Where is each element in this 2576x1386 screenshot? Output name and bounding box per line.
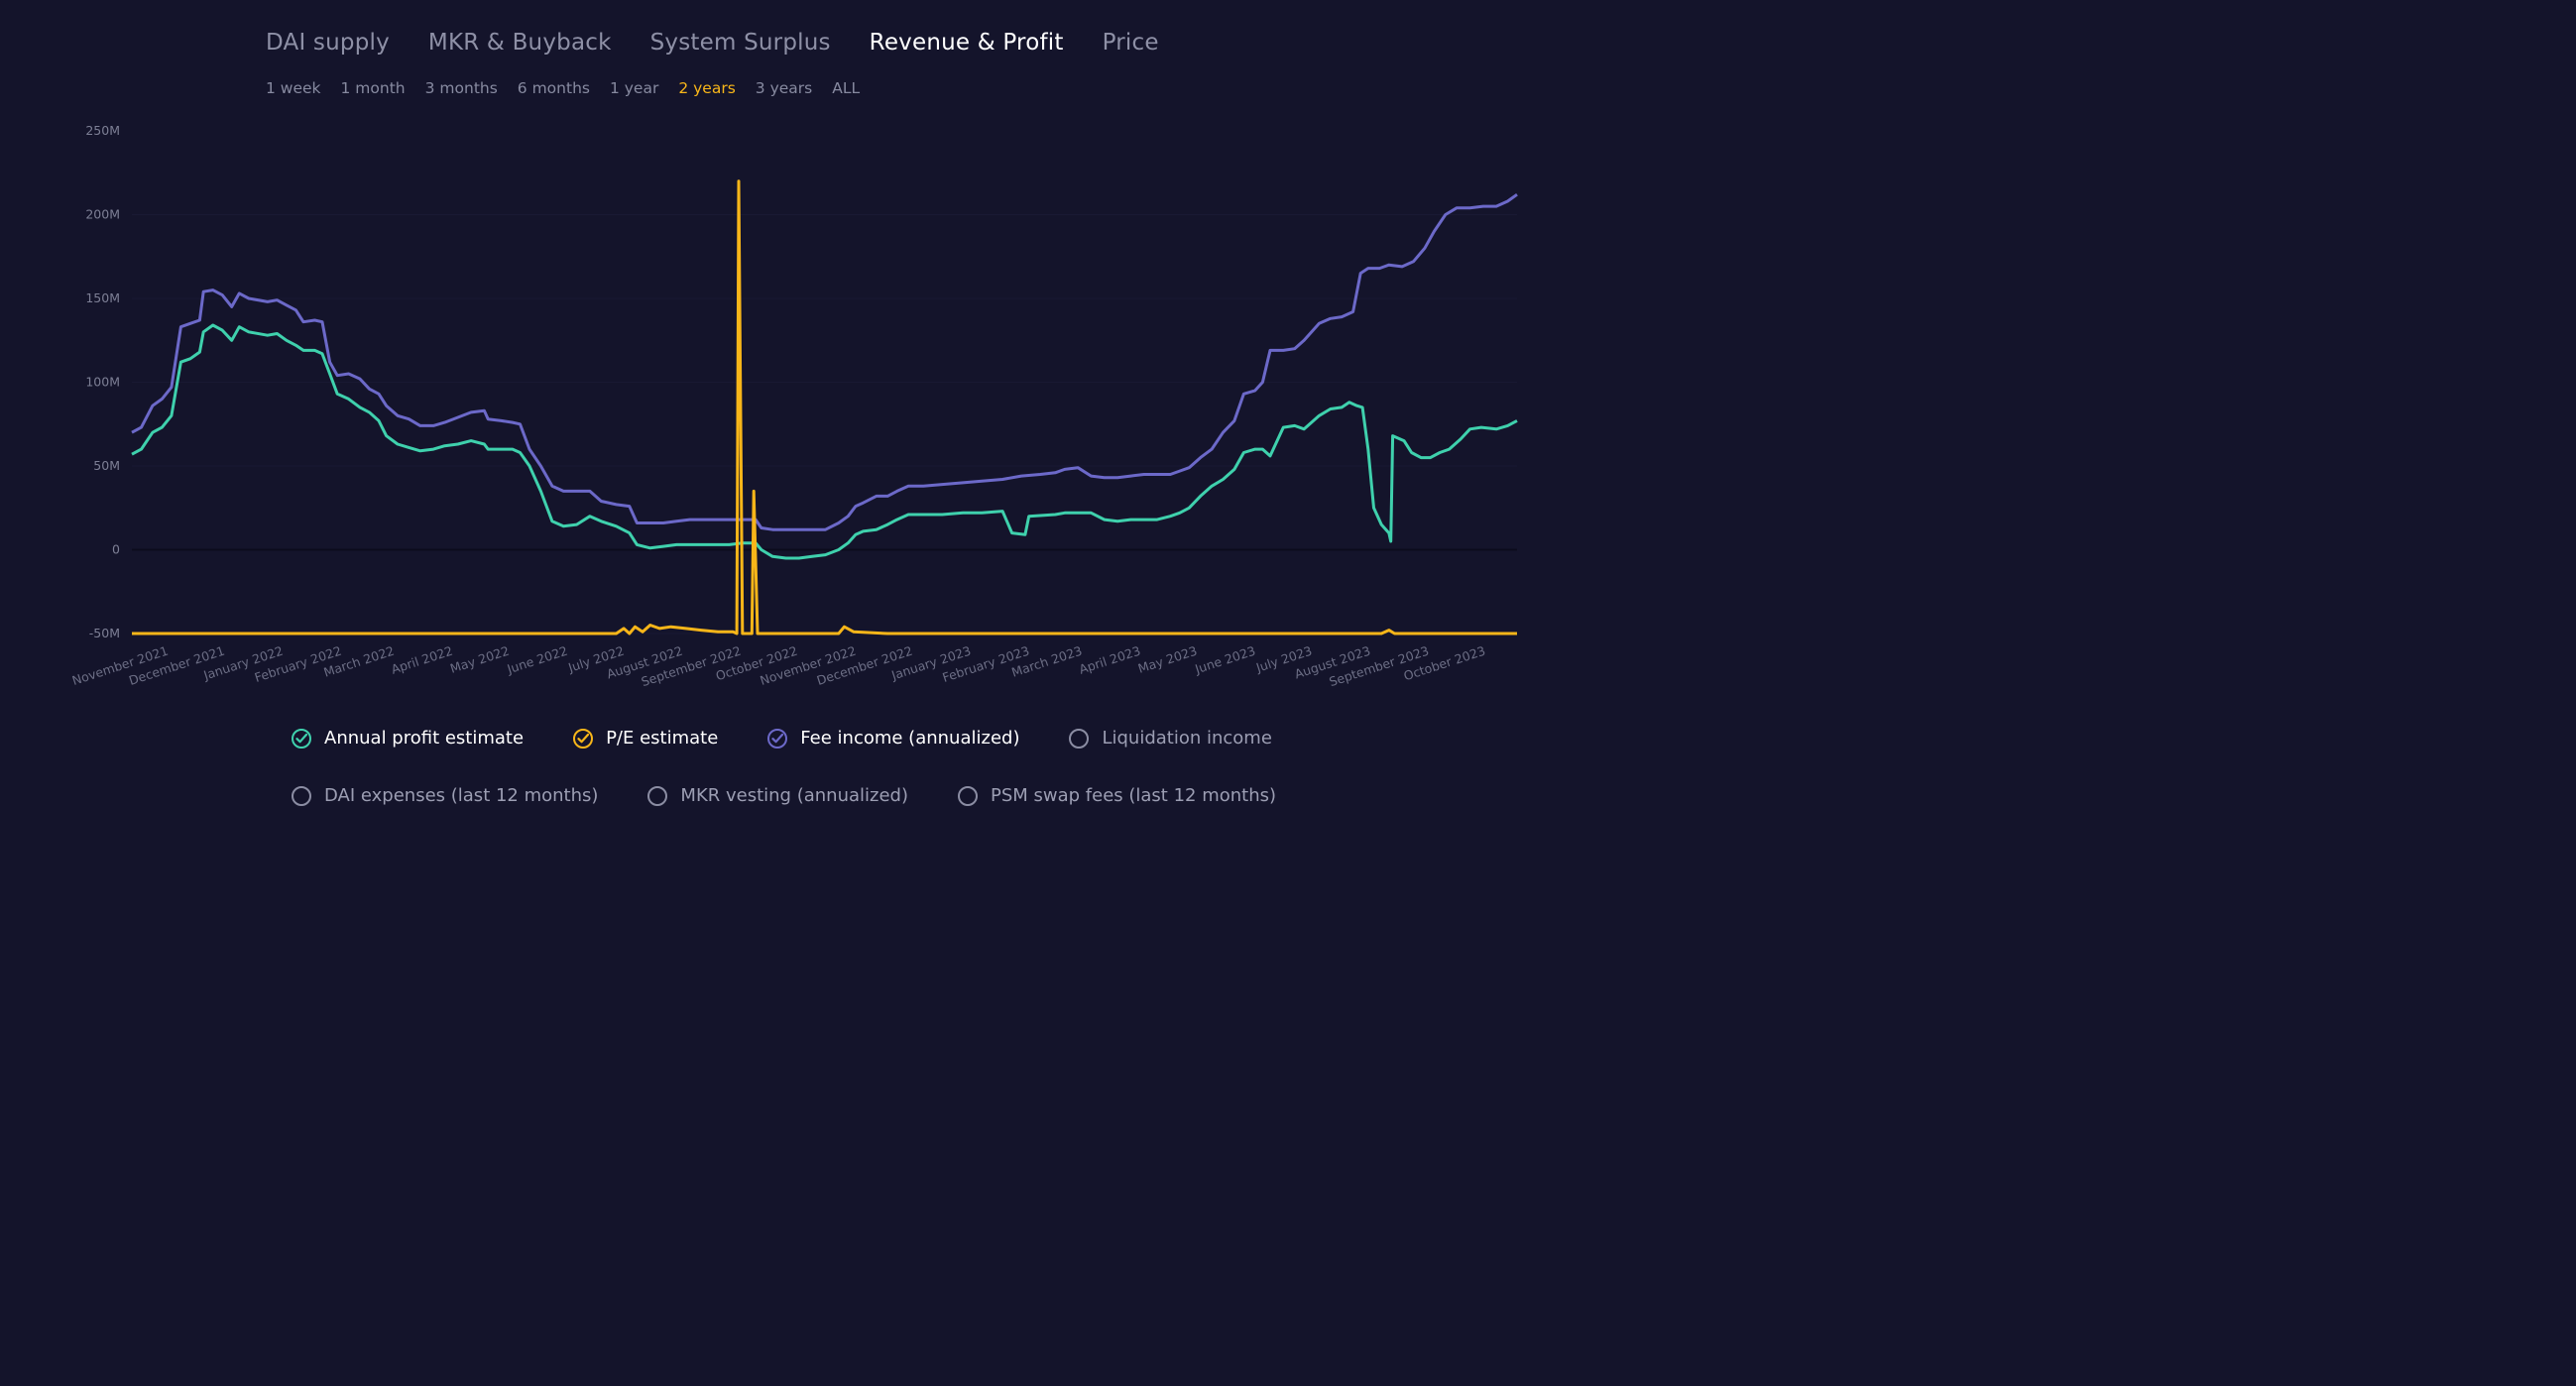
legend-p-e-estimate[interactable]: P/E estimate <box>573 728 718 749</box>
y-tick-label: 200M <box>85 207 120 222</box>
x-tick-label: May 2023 <box>1136 643 1199 676</box>
legend-psm-swap-fees-last-12-months[interactable]: PSM swap fees (last 12 months) <box>957 785 1277 806</box>
range-1-week[interactable]: 1 week <box>266 79 321 97</box>
x-tick-label: May 2022 <box>448 643 511 676</box>
tab-price[interactable]: Price <box>1102 30 1159 56</box>
y-tick-label: 150M <box>85 290 120 305</box>
empty-circle-icon <box>292 785 311 806</box>
range-3-months[interactable]: 3 months <box>424 79 498 97</box>
legend-dai-expenses-last-12-months[interactable]: DAI expenses (last 12 months) <box>292 785 598 806</box>
check-circle-icon <box>292 728 311 749</box>
y-tick-label: 0 <box>112 542 120 557</box>
empty-circle-icon <box>1069 728 1090 749</box>
chart-tabs: DAI supply MKR & Buyback System Surplus Rev… <box>266 30 1159 56</box>
series-line-annual-profit-estimate <box>131 323 1518 560</box>
legend-fee-income-annualized[interactable]: Fee income (annualized) <box>767 728 1019 749</box>
legend-row-1: Annual profit estimate P/E estimate Fee in… <box>292 728 1272 749</box>
revenue-profit-chart: 250M 200M 150M 100M 50M 0 -50M November 2021De… <box>70 123 1518 690</box>
legend-mkr-vesting-annualized[interactable]: MKR vesting (annualized) <box>647 785 908 806</box>
range-6-months[interactable]: 6 months <box>517 79 590 97</box>
legend-row-2: DAI expenses (last 12 months) MKR vesting… <box>292 785 1276 806</box>
x-tick-label: April 2023 <box>1077 643 1142 677</box>
y-tick-label: 250M <box>85 123 120 138</box>
range-2-years[interactable]: 2 years <box>678 79 736 97</box>
chart-series <box>131 179 1518 635</box>
y-axis-labels: 250M 200M 150M 100M 50M 0 -50M <box>85 123 120 640</box>
legend-label: DAI expenses (last 12 months) <box>324 785 599 806</box>
check-circle-icon <box>767 728 788 749</box>
x-tick-label: June 2023 <box>1193 643 1258 677</box>
series-line-fee-income-annualized <box>131 192 1518 531</box>
legend-label: P/E estimate <box>606 728 719 749</box>
y-tick-label: 100M <box>85 375 120 390</box>
y-tick-label: -50M <box>89 626 120 640</box>
empty-circle-icon <box>957 785 978 806</box>
range-1-year[interactable]: 1 year <box>609 79 659 97</box>
series-line-p-e-estimate <box>132 179 1517 635</box>
legend-label: MKR vesting (annualized) <box>680 785 908 806</box>
range-all[interactable]: ALL <box>832 79 861 97</box>
tab-revenue-profit[interactable]: Revenue & Profit <box>869 30 1064 56</box>
legend-label: PSM swap fees (last 12 months) <box>990 785 1277 806</box>
x-tick-label: April 2022 <box>389 643 454 677</box>
legend-label: Fee income (annualized) <box>800 728 1020 749</box>
tab-dai-supply[interactable]: DAI supply <box>266 30 390 56</box>
tab-mkr-buyback[interactable]: MKR & Buyback <box>427 30 612 56</box>
check-circle-icon <box>573 728 594 749</box>
legend-label: Liquidation income <box>1102 728 1272 749</box>
tab-system-surplus[interactable]: System Surplus <box>649 30 831 56</box>
range-3-years[interactable]: 3 years <box>755 79 813 97</box>
legend-label: Annual profit estimate <box>324 728 525 749</box>
x-tick-label: June 2022 <box>505 643 570 677</box>
legend-annual-profit-estimate[interactable]: Annual profit estimate <box>292 728 524 749</box>
y-tick-label: 50M <box>93 458 120 473</box>
range-1-month[interactable]: 1 month <box>340 79 406 97</box>
legend-liquidation-income[interactable]: Liquidation income <box>1069 728 1272 749</box>
time-range-selector: 1 week 1 month 3 months 6 months 1 year 2 yea… <box>266 79 860 97</box>
empty-circle-icon <box>647 785 668 806</box>
